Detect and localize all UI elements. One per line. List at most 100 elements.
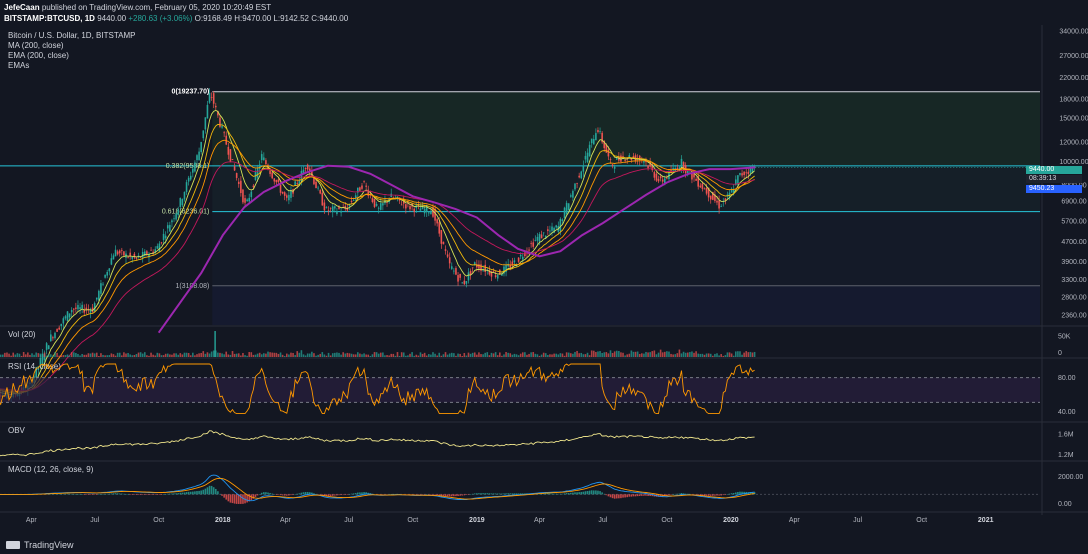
candle-body [494,275,497,278]
volume-bar [636,351,639,357]
volume-bar [444,352,447,357]
candle-body [123,251,125,256]
candle-body [544,235,547,238]
candle-body [586,152,589,163]
volume-bar [202,351,205,357]
volume-bar [749,351,752,357]
volume-bar [56,352,58,357]
volume-bar [131,355,134,357]
last-price-tag: 9440.00 [1026,166,1082,174]
candle-body [425,205,428,213]
candle-body [352,199,355,201]
volume-bar [455,355,457,357]
volume-bar [233,353,236,357]
volume-bar [265,353,267,357]
macd-histogram-bar [313,493,315,495]
tradingview-brand[interactable]: TradingView [6,540,74,550]
macd-histogram-bar [127,494,129,495]
candle-body [52,337,54,339]
legend-emas[interactable]: EMAs [8,61,30,70]
macd-histogram-bar [70,493,73,495]
volume-bar [223,354,225,357]
candle-body [645,160,647,163]
macd-histogram-bar [722,494,725,496]
volume-bar [563,355,566,357]
author[interactable]: JefeCaan [4,3,40,12]
volume-bar [434,353,436,357]
volume-bar [104,355,106,357]
macd-histogram-bar [166,493,169,495]
volume-bar [8,353,10,357]
volume-bar [256,353,259,357]
candle-body [620,155,622,162]
candle-body [434,208,436,221]
volume-bar [400,352,403,357]
volume-bar [647,352,649,357]
candle-body [622,156,624,157]
time-tick-label: Oct [661,517,672,524]
macd-histogram-bar [647,494,649,496]
price-tick-label: 3300.00 [1061,277,1086,284]
volume-bar [204,353,207,357]
indicator-tick-label: 1.6M [1058,432,1074,439]
time-tick-label: 2020 [723,517,739,524]
candle-body [235,173,238,178]
volume-bar [743,352,745,357]
fib-label-0: 0(19237.70) [172,89,210,96]
volume-bar [158,353,161,357]
candle-body [461,282,464,284]
high-value: H:9470.00 [234,14,272,23]
macd-histogram-bar [645,494,647,496]
candle-body [164,235,167,239]
candle-body [281,191,284,194]
price-tick-label: 18000.00 [1059,96,1088,103]
volume-bar [415,354,418,357]
legend-ema[interactable]: EMA (200, close) [8,51,69,60]
macd-histogram-bar [104,493,106,495]
volume-bar [666,351,668,357]
volume-bar [384,355,386,357]
candle-body [611,164,614,166]
macd-histogram-bar [242,494,244,504]
time-tick-label: 2018 [215,517,231,524]
macd-signal-line [0,477,755,500]
legend-title[interactable]: Bitcoin / U.S. Dollar, 1D, BITSTAMP [8,31,136,40]
legend-ma[interactable]: MA (200, close) [8,41,64,50]
volume-bar [311,351,313,357]
macd-histogram-bar [703,494,706,496]
candle-body [584,155,587,160]
candle-body [503,266,505,274]
volume-bar [327,352,330,357]
macd-histogram-bar [712,494,714,496]
symbol[interactable]: BITSTAMP:BTCUSD, 1D [4,14,95,23]
volume-bar [697,353,700,357]
candle-body [296,183,299,184]
candle-body [198,151,200,161]
macd-histogram-bar [394,493,397,495]
volume-bar [121,355,123,357]
candle-body [739,173,741,175]
macd-histogram-bar [177,493,180,495]
chart-legend: Bitcoin / U.S. Dollar, 1D, BITSTAMP MA (… [8,31,135,71]
fib-zone-mid [212,165,1041,212]
candle-body [183,191,186,200]
candle-body [618,156,620,161]
candle-body [340,211,342,213]
macd-histogram-bar [444,494,447,497]
candle-body [196,155,198,161]
volume-bar [553,353,555,357]
macd-histogram-bar [484,493,486,495]
candle-body [547,229,549,232]
macd-histogram-bar [296,493,299,495]
volume-bar [375,352,378,357]
volume-bar [196,354,198,357]
macd-histogram-bar [453,494,455,497]
macd-histogram-bar [348,494,351,495]
candle-body [438,222,441,234]
price-tick-label: 3900.00 [1061,259,1086,266]
macd-histogram-bar [432,494,434,495]
macd-histogram-bar [465,494,468,495]
candle-body [277,179,280,183]
candle-body [60,323,63,327]
